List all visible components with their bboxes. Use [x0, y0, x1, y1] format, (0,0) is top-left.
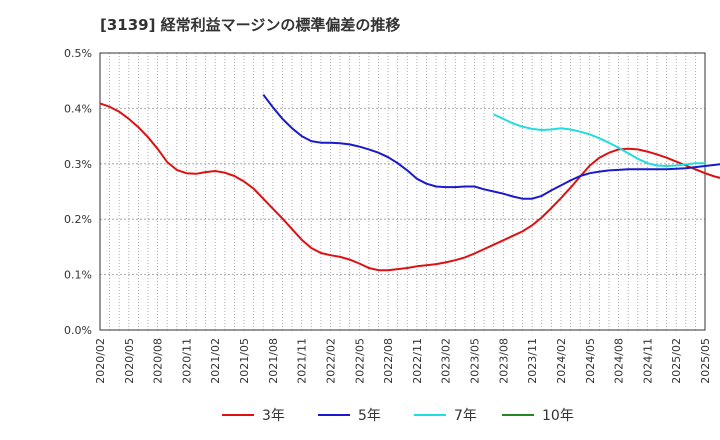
x-tick-label: 2024/08 — [613, 338, 626, 384]
legend: 3年 5年 7年 10年 — [222, 408, 574, 424]
x-tick-label: 2022/05 — [353, 338, 366, 384]
x-tick-label: 2024/05 — [584, 338, 597, 384]
x-tick-label: 2024/02 — [555, 338, 568, 384]
series-line — [493, 113, 705, 167]
x-tick-label: 2022/08 — [382, 338, 395, 384]
x-tick-label: 2021/05 — [238, 338, 251, 384]
x-tick-label: 2024/11 — [641, 338, 654, 384]
x-tick-label: 2021/11 — [296, 338, 309, 384]
y-tick-label: 0.2% — [64, 213, 92, 226]
series-line — [99, 102, 720, 272]
chart-title: [3139] 経常利益マージンの標準偏差の推移 — [100, 16, 401, 34]
x-tick-label: 2021/02 — [209, 338, 222, 384]
x-tick-label: 2023/05 — [469, 338, 482, 384]
x-tick-label: 2020/11 — [180, 338, 193, 384]
legend-label: 7年 — [454, 408, 477, 424]
series-line — [262, 93, 720, 200]
y-tick-label: 0.3% — [64, 158, 92, 171]
x-tick-label: 2021/08 — [267, 338, 280, 384]
x-axis-ticks: 2020/02 2020/05 2020/08 2020/11 2021/02 2021/… — [94, 338, 712, 384]
x-tick-label: 2023/08 — [497, 338, 510, 384]
y-tick-label: 0.5% — [64, 47, 92, 60]
x-tick-label: 2020/02 — [94, 338, 107, 384]
x-tick-label: 2022/02 — [324, 338, 337, 384]
legend-label: 10年 — [542, 408, 574, 424]
x-tick-label: 2025/05 — [699, 338, 712, 384]
x-tick-label: 2020/05 — [123, 338, 136, 384]
y-tick-label: 0.1% — [64, 269, 92, 282]
legend-label: 5年 — [358, 408, 381, 424]
series-layer — [99, 93, 720, 272]
x-tick-label: 2023/02 — [440, 338, 453, 384]
x-tick-label: 2020/08 — [152, 338, 165, 384]
y-tick-label: 0.4% — [64, 102, 92, 115]
x-tick-label: 2025/02 — [670, 338, 683, 384]
x-tick-label: 2023/11 — [526, 338, 539, 384]
legend-label: 3年 — [262, 408, 285, 424]
x-tick-label: 2022/11 — [411, 338, 424, 384]
plot-frame — [99, 52, 706, 331]
y-tick-label: 0.0% — [64, 324, 92, 337]
grid-layer — [100, 53, 705, 330]
y-axis-ticks: 0.0% 0.1% 0.2% 0.3% 0.4% 0.5% — [64, 47, 92, 337]
plot-background — [100, 53, 705, 330]
